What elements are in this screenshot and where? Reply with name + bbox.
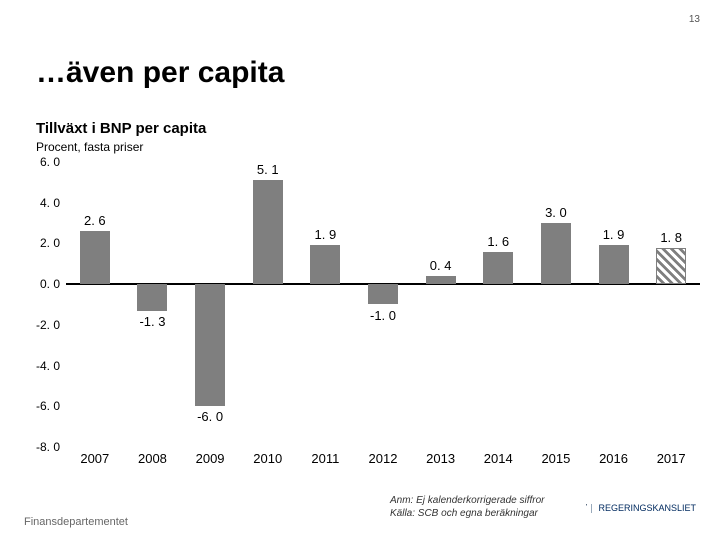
y-tick-label: 4. 0 bbox=[20, 196, 60, 210]
x-tick-label: 2013 bbox=[416, 451, 466, 466]
y-tick-label: -6. 0 bbox=[20, 399, 60, 413]
bar bbox=[137, 284, 167, 310]
chart-subtitle: Procent, fasta priser bbox=[36, 140, 143, 154]
value-label: -6. 0 bbox=[190, 409, 230, 424]
bar bbox=[656, 248, 686, 285]
y-tick-label: -8. 0 bbox=[20, 440, 60, 454]
x-tick-label: 2015 bbox=[531, 451, 581, 466]
y-tick-label: 0. 0 bbox=[20, 277, 60, 291]
bar bbox=[483, 252, 513, 285]
y-tick-label: 6. 0 bbox=[20, 155, 60, 169]
logo-text: REGERINGSKANSLIET bbox=[591, 504, 696, 513]
y-tick-label: -4. 0 bbox=[20, 359, 60, 373]
slide: 13 …även per capita Tillväxt i BNP per c… bbox=[0, 0, 720, 540]
bar bbox=[599, 245, 629, 284]
x-tick-label: 2014 bbox=[473, 451, 523, 466]
x-tick-label: 2007 bbox=[70, 451, 120, 466]
bar bbox=[541, 223, 571, 284]
bar bbox=[253, 180, 283, 284]
chart-plot: 2. 6 -1. 3 -6. 0 5. 1 1. 9 -1. 0 0. 4 1. 6 3. 0 1… bbox=[66, 162, 700, 447]
value-label: -1. 3 bbox=[132, 314, 172, 329]
footnote-line1: Anm: Ej kalenderkorrigerade siffror bbox=[390, 495, 545, 506]
x-tick-label: 2009 bbox=[185, 451, 235, 466]
footer-left: Finansdepartementet bbox=[24, 516, 128, 528]
footnote: Anm: Ej kalenderkorrigerade siffror Käll… bbox=[390, 494, 570, 520]
value-label: 5. 1 bbox=[248, 162, 288, 177]
crest-icon bbox=[586, 493, 587, 523]
x-tick-label: 2017 bbox=[646, 451, 696, 466]
page-number: 13 bbox=[689, 14, 700, 25]
x-tick-label: 2011 bbox=[300, 451, 350, 466]
value-label: 1. 9 bbox=[305, 227, 345, 242]
bar bbox=[310, 245, 340, 284]
footnote-line2: Källa: SCB och egna beräkningar bbox=[390, 508, 538, 519]
bar bbox=[368, 284, 398, 304]
value-label: 1. 8 bbox=[651, 230, 691, 245]
x-tick-label: 2010 bbox=[243, 451, 293, 466]
x-tick-label: 2012 bbox=[358, 451, 408, 466]
chart-title: Tillväxt i BNP per capita bbox=[36, 120, 206, 137]
chart-container: 6. 04. 02. 00. 0-2. 0-4. 0-6. 0-8. 0 2. … bbox=[20, 162, 700, 472]
value-label: 0. 4 bbox=[421, 258, 461, 273]
bar bbox=[80, 231, 110, 284]
value-label: 1. 6 bbox=[478, 234, 518, 249]
value-label: 3. 0 bbox=[536, 205, 576, 220]
value-label: 1. 9 bbox=[594, 227, 634, 242]
y-tick-label: -2. 0 bbox=[20, 318, 60, 332]
bar bbox=[426, 276, 456, 284]
page-title: …även per capita bbox=[36, 56, 284, 90]
bar bbox=[195, 284, 225, 406]
x-tick-label: 2008 bbox=[127, 451, 177, 466]
y-tick-label: 2. 0 bbox=[20, 236, 60, 250]
value-label: -1. 0 bbox=[363, 308, 403, 323]
logo: REGERINGSKANSLIET bbox=[586, 490, 696, 526]
x-tick-label: 2016 bbox=[589, 451, 639, 466]
value-label: 2. 6 bbox=[75, 213, 115, 228]
